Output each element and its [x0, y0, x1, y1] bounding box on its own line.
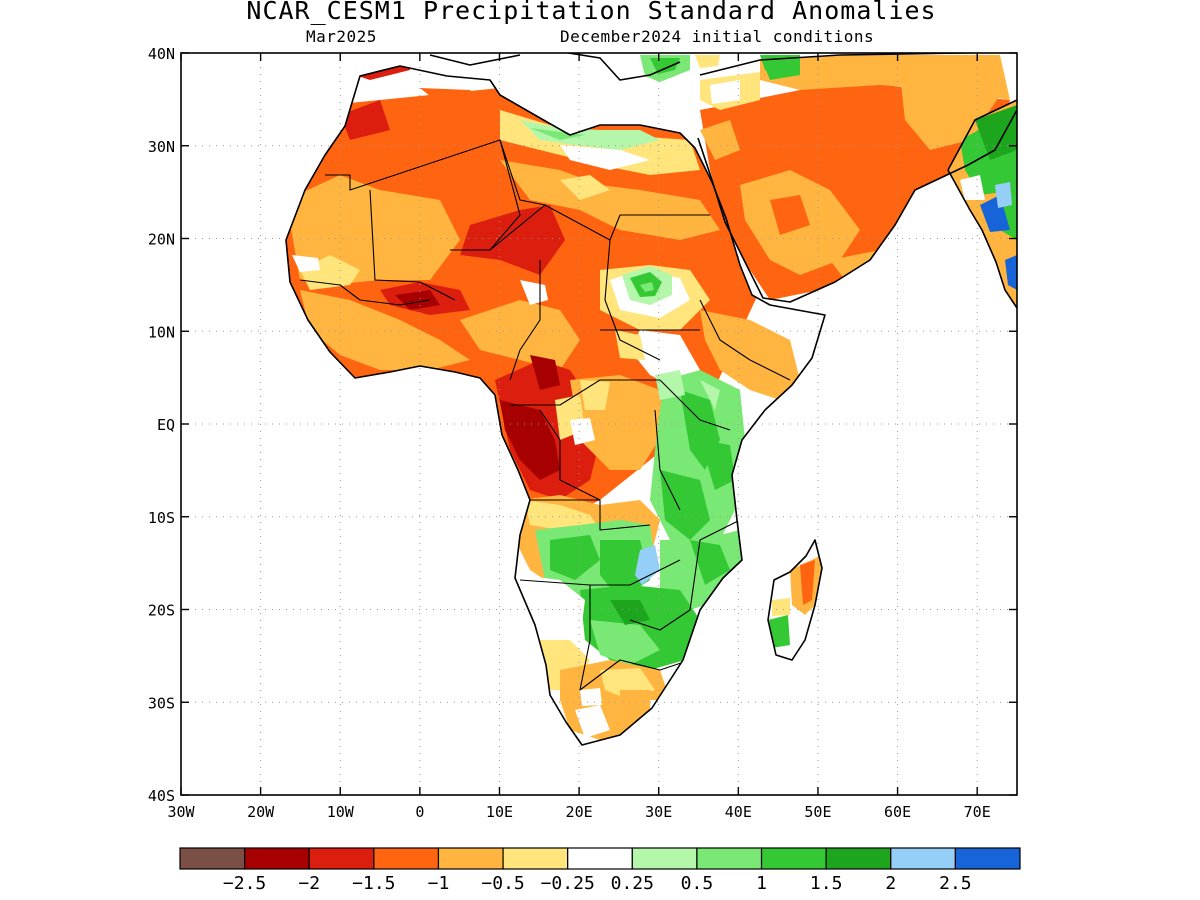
- colorbar-labels: −2.5 −2 −1.5 −1 −0.5 −0.25 0.25 0.5 1 1.5 2 2.5: [223, 873, 972, 894]
- colorbar-label: −0.25: [541, 873, 595, 894]
- x-tick-label: 30W: [167, 803, 195, 821]
- colorbar-label: −0.5: [481, 873, 524, 894]
- europe-coastline: [563, 53, 681, 81]
- india-coastline: [947, 99, 1017, 309]
- x-tick-label: 10W: [327, 803, 355, 821]
- y-tick-label: 10S: [148, 509, 175, 527]
- y-tick-label: 20N: [148, 231, 175, 249]
- y-tick-label: 10N: [148, 323, 175, 341]
- colorbar-label: 2.5: [939, 873, 972, 894]
- colorbar-swatch: [631, 847, 698, 870]
- colorbar-label: −1: [428, 873, 450, 894]
- colorbar-label: −2.5: [223, 873, 266, 894]
- forecast-month: Mar2025: [306, 27, 377, 46]
- africa-coastline: [285, 65, 826, 746]
- colorbar-swatch: [760, 847, 827, 870]
- iberia-coastline: [429, 54, 521, 66]
- colorbar-label: −2: [298, 873, 320, 894]
- y-tick-label: 30S: [148, 694, 175, 712]
- colorbar-label: 2: [885, 873, 896, 894]
- x-tick-label: 20W: [247, 803, 275, 821]
- country-borders: [299, 139, 791, 691]
- x-tick-label: 0: [415, 803, 424, 821]
- initial-conditions-label: December2024 initial conditions: [560, 27, 875, 46]
- latitude-labels: 40N 30N 20N 10N EQ 10S 20S 30S 40S: [148, 45, 175, 805]
- colorbar: [179, 847, 1021, 870]
- madagascar-coastline: [767, 539, 823, 661]
- colorbar-label: 0.5: [681, 873, 714, 894]
- y-tick-label: EQ: [157, 416, 175, 434]
- x-tick-label: 10E: [486, 803, 513, 821]
- x-tick-label: 40E: [725, 803, 752, 821]
- colorbar-swatch: [954, 847, 1021, 870]
- colorbar-swatch: [696, 847, 763, 870]
- anomaly-p2-lake-malawi: [635, 545, 660, 585]
- anomaly-field: [286, 53, 1017, 745]
- x-tick-label: 50E: [804, 803, 831, 821]
- map-title: NCAR_CESM1 Precipitation Standard Anomal…: [246, 0, 937, 25]
- x-tick-label: 60E: [884, 803, 911, 821]
- colorbar-swatch: [179, 847, 246, 870]
- colorbar-label: −1.5: [352, 873, 395, 894]
- colorbar-swatch: [308, 847, 375, 870]
- colorbar-swatch: [373, 847, 440, 870]
- colorbar-swatch: [890, 847, 956, 870]
- colorbar-label: 1: [756, 873, 767, 894]
- colorbar-swatch: [567, 847, 633, 870]
- x-tick-label: 70E: [964, 803, 991, 821]
- y-tick-label: 30N: [148, 138, 175, 156]
- y-tick-label: 20S: [148, 602, 175, 620]
- colorbar-label: 0.25: [611, 873, 654, 894]
- y-tick-label: 40S: [148, 787, 175, 805]
- x-tick-label: 20E: [566, 803, 593, 821]
- colorbar-swatch: [825, 847, 892, 870]
- y-tick-label: 40N: [148, 45, 175, 63]
- longitude-labels: 30W 20W 10W 0 10E 20E 30E 40E 50E 60E 70E: [167, 803, 990, 821]
- colorbar-swatch: [244, 847, 310, 870]
- colorbar-swatch: [502, 847, 569, 870]
- axis-ticks: [180, 52, 1017, 796]
- x-tick-label: 30E: [645, 803, 672, 821]
- colorbar-label: 1.5: [810, 873, 843, 894]
- colorbar-swatch: [437, 847, 504, 870]
